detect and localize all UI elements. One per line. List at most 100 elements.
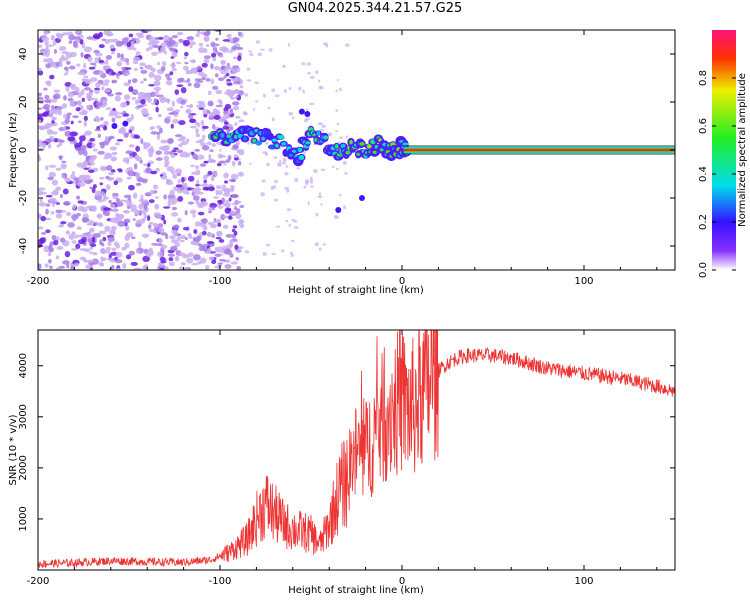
- noise-point: [83, 46, 92, 53]
- noise-point: [71, 214, 79, 220]
- noise-point: [98, 59, 105, 64]
- noise-point: [187, 114, 194, 119]
- noise-point: [254, 100, 259, 103]
- noise-point: [176, 78, 184, 83]
- noise-point: [104, 225, 111, 232]
- noise-point: [134, 172, 141, 177]
- noise-point: [228, 197, 232, 202]
- noise-point: [135, 249, 140, 253]
- noise-point: [228, 178, 236, 182]
- noise-point: [123, 194, 132, 199]
- noise-point: [92, 33, 101, 39]
- spectrogram-xlabel: Height of straight line (km): [288, 285, 424, 296]
- snr-xlabel: Height of straight line (km): [288, 585, 424, 596]
- noise-point: [239, 85, 244, 89]
- noise-point: [65, 211, 72, 217]
- noise-point: [215, 89, 223, 95]
- noise-point: [134, 154, 140, 161]
- noise-point: [136, 105, 144, 108]
- noise-point: [58, 265, 66, 269]
- noise-point: [81, 216, 89, 223]
- noise-point: [139, 92, 146, 96]
- noise-point: [238, 141, 241, 144]
- noise-point: [238, 157, 241, 161]
- noise-point: [55, 255, 60, 260]
- noise-point: [159, 256, 166, 262]
- noise-point: [224, 103, 232, 110]
- noise-point: [94, 57, 99, 64]
- noise-point: [71, 231, 76, 236]
- noise-point: [262, 93, 266, 98]
- noise-point: [167, 253, 176, 257]
- noise-point: [211, 260, 217, 264]
- noise-point: [128, 33, 134, 38]
- noise-point: [288, 111, 294, 116]
- noise-point: [115, 243, 121, 249]
- noise-point: [134, 67, 138, 72]
- noise-point: [321, 124, 326, 128]
- noise-point: [237, 55, 242, 62]
- noise-point: [214, 246, 219, 253]
- noise-point: [162, 60, 167, 67]
- noise-point: [79, 135, 86, 142]
- noise-point: [180, 239, 185, 243]
- noise-point: [303, 185, 307, 189]
- noise-point: [158, 237, 163, 245]
- noise-point: [246, 79, 252, 82]
- noise-point: [318, 247, 322, 252]
- noise-point: [71, 171, 75, 176]
- noise-point: [195, 169, 201, 176]
- noise-point: [47, 143, 52, 149]
- noise-point: [131, 89, 139, 96]
- noise-point: [172, 173, 178, 179]
- noise-point: [89, 246, 93, 250]
- noise-point: [156, 82, 161, 86]
- noise-point: [118, 169, 123, 173]
- spectrogram-ytick-label: -40: [18, 238, 29, 254]
- noise-point: [233, 230, 238, 236]
- noise-point: [123, 218, 131, 224]
- noise-point: [198, 42, 204, 47]
- noise-point: [62, 126, 67, 132]
- noise-point: [115, 267, 121, 270]
- noise-point: [44, 263, 49, 268]
- noise-point: [193, 187, 202, 193]
- noise-point: [125, 232, 134, 238]
- ridge-point: [243, 136, 247, 142]
- ridge-point: [278, 135, 285, 140]
- noise-point: [224, 70, 229, 74]
- noise-point: [181, 151, 189, 158]
- noise-point: [105, 59, 109, 65]
- noise-point: [203, 174, 208, 181]
- noise-point: [202, 230, 207, 236]
- noise-point: [282, 157, 287, 162]
- noise-point: [101, 242, 105, 247]
- noise-point: [283, 89, 287, 93]
- noise-point: [226, 37, 234, 43]
- noise-point: [52, 95, 58, 99]
- ridge-point: [298, 155, 305, 161]
- noise-point: [126, 117, 132, 123]
- noise-point: [170, 56, 175, 59]
- noise-point: [139, 66, 144, 70]
- noise-point: [141, 178, 148, 184]
- noise-point: [191, 191, 196, 197]
- noise-point: [128, 86, 134, 93]
- noise-point: [160, 262, 164, 268]
- noise-point: [100, 142, 105, 149]
- noise-point: [38, 190, 43, 196]
- noise-point: [99, 182, 104, 186]
- colorbar-label: Normalized spectral amplitude: [737, 73, 748, 227]
- noise-point: [222, 39, 230, 42]
- noise-point: [217, 99, 222, 103]
- noise-point: [186, 36, 195, 40]
- noise-point: [88, 66, 96, 70]
- noise-point: [157, 50, 162, 54]
- noise-point: [94, 52, 103, 57]
- noise-point: [75, 243, 81, 250]
- noise-point: [278, 163, 282, 167]
- noise-point: [75, 178, 79, 185]
- noise-point: [147, 163, 151, 168]
- noise-point: [235, 94, 239, 99]
- noise-point: [65, 52, 73, 59]
